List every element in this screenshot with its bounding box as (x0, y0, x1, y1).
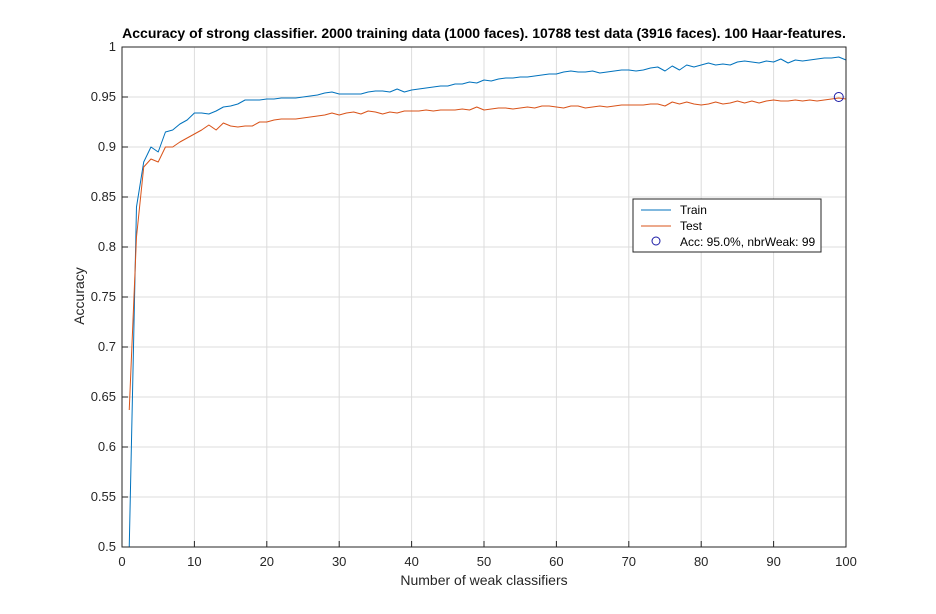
legend-marker-label: Acc: 95.0%, nbrWeak: 99 (680, 235, 816, 249)
best-accuracy-marker (833, 92, 844, 102)
y-tick-label: 0.9 (98, 139, 116, 154)
x-tick-label: 80 (694, 554, 708, 569)
x-tick-label: 20 (260, 554, 274, 569)
y-tick-label: 0.95 (91, 89, 116, 104)
x-tick-label: 100 (835, 554, 857, 569)
marker-layer (833, 92, 844, 102)
y-tick-label: 0.55 (91, 489, 116, 504)
series-lines (128, 56, 847, 548)
x-axis-label: Number of weak classifiers (400, 572, 567, 588)
x-tick-label: 90 (766, 554, 780, 569)
legend: Train Test Acc: 95.0%, nbrWeak: 99 (632, 198, 822, 253)
chart-title: Accuracy of strong classifier. 2000 trai… (122, 25, 846, 41)
y-tick-label: 0.75 (91, 289, 116, 304)
legend-marker-swatch (651, 236, 661, 246)
y-tick-label: 0.8 (98, 239, 116, 254)
axis-ticks: 0 10 20 30 40 50 60 70 80 90 100 0.5 0.55 0.6 0.65 0.7 0… (91, 39, 857, 569)
x-tick-label: 60 (549, 554, 563, 569)
legend-test-label: Test (680, 219, 703, 233)
x-tick-label: 30 (332, 554, 346, 569)
legend-train-label: Train (680, 203, 707, 217)
x-tick-label: 0 (118, 554, 125, 569)
x-tick-label: 70 (622, 554, 636, 569)
series-line-train (128, 56, 847, 548)
y-axis-label: Accuracy (71, 267, 87, 325)
y-tick-label: 0.85 (91, 189, 116, 204)
y-tick-label: 0.6 (98, 439, 116, 454)
series-line-test (128, 97, 847, 411)
x-tick-label: 40 (404, 554, 418, 569)
y-tick-label: 0.5 (98, 539, 116, 554)
x-tick-label: 50 (477, 554, 491, 569)
y-tick-label: 1 (109, 39, 116, 54)
x-tick-label: 10 (187, 554, 201, 569)
y-tick-label: 0.65 (91, 389, 116, 404)
y-tick-label: 0.7 (98, 339, 116, 354)
